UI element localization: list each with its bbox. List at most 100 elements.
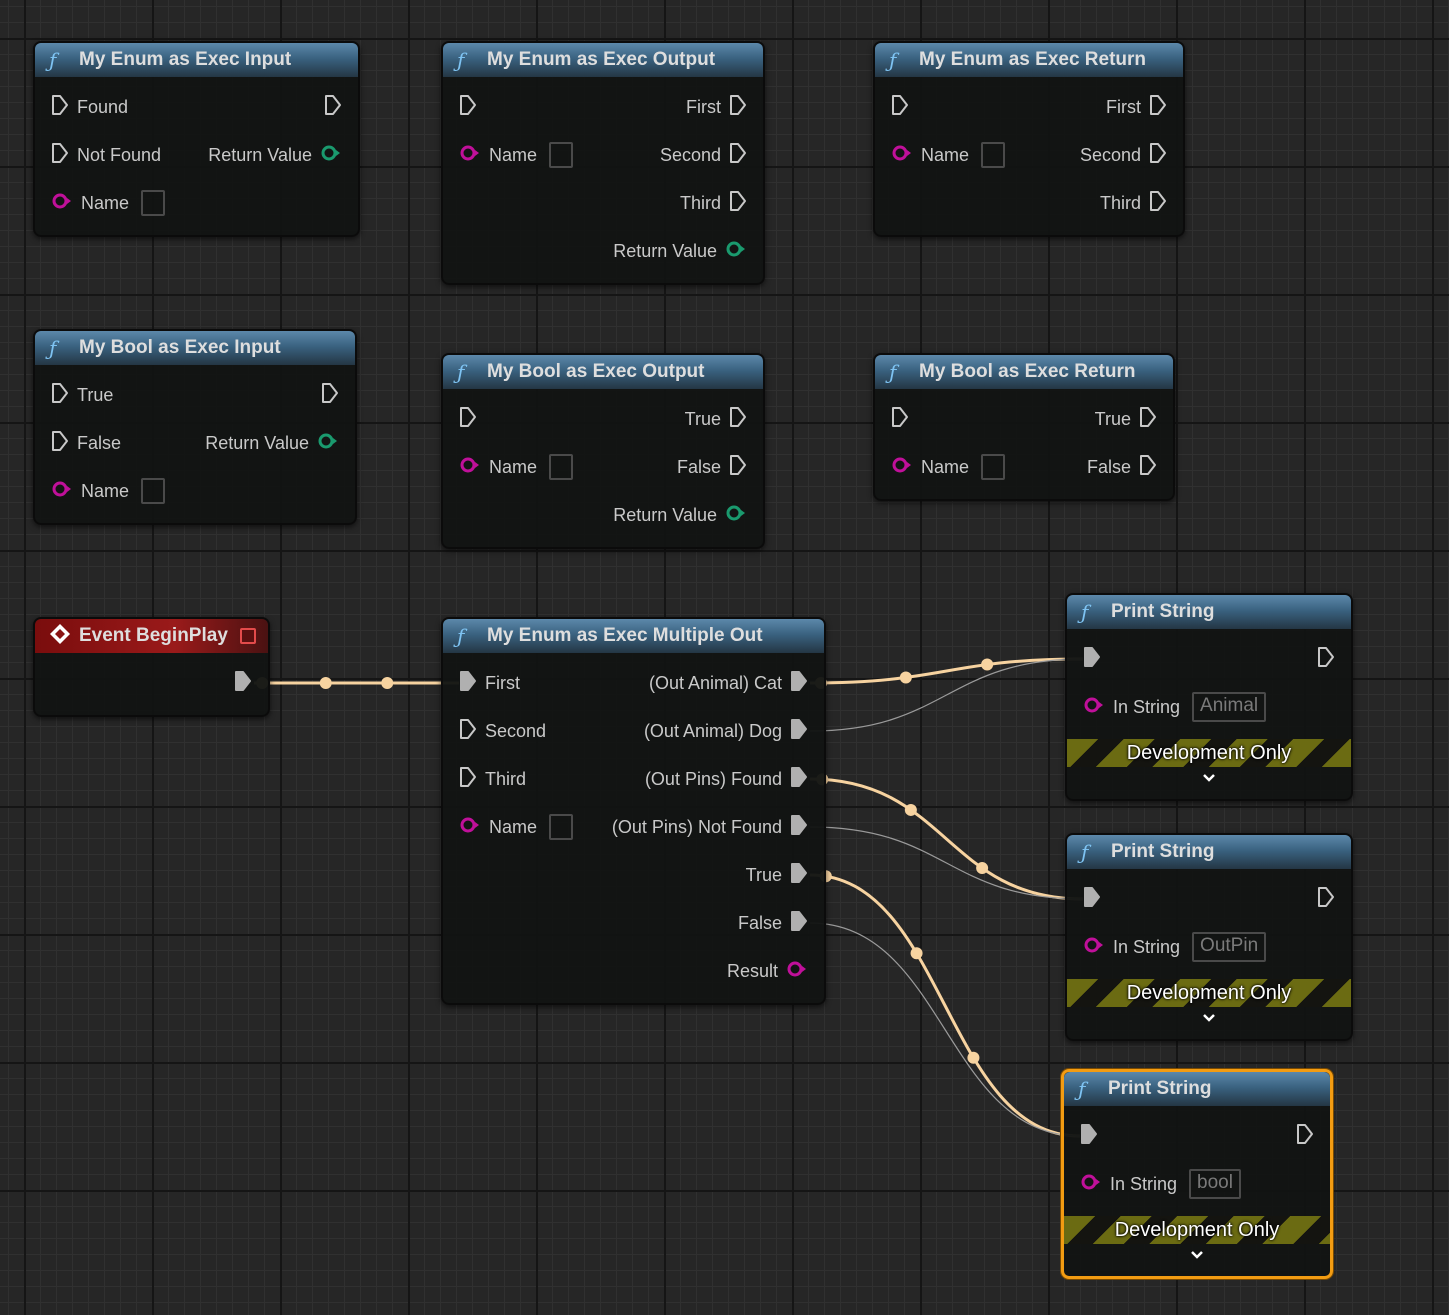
exec-pin-icon[interactable] [729, 94, 747, 121]
in-string-input[interactable]: OutPin [1192, 932, 1267, 962]
node-my-enum-as-exec-multiple-out[interactable]: ƒ My Enum as Exec Multiple Out First (Out A… [441, 617, 826, 1005]
bool-pin-icon[interactable] [725, 504, 747, 527]
exec-pin-icon[interactable] [459, 670, 477, 697]
exec-pin-icon[interactable] [459, 766, 477, 793]
node-header[interactable]: ƒ My Enum as Exec Output [443, 43, 763, 77]
exec-pin-icon[interactable] [1149, 94, 1167, 121]
exec-pin-icon[interactable] [729, 454, 747, 481]
pin-group: Not Found [51, 142, 161, 169]
exec-pin-icon[interactable] [891, 94, 909, 121]
exec-pin-icon[interactable] [1139, 406, 1157, 433]
string-pin-icon[interactable] [51, 192, 73, 215]
string-pin-icon[interactable] [891, 144, 913, 167]
exec-pin-icon[interactable] [790, 766, 808, 793]
node-my-enum-as-exec-return[interactable]: ƒ My Enum as Exec Return First Name Second Th… [873, 41, 1185, 237]
exec-pin-icon[interactable] [790, 670, 808, 697]
node-print-string[interactable]: ƒ Print String In String Animal Development … [1065, 593, 1353, 801]
name-input-box[interactable] [549, 454, 574, 480]
node-print-string[interactable]: ƒ Print String In String OutPin Development … [1065, 833, 1353, 1041]
name-input-box[interactable] [141, 190, 166, 216]
exec-pin-icon[interactable] [790, 910, 808, 937]
string-pin-icon[interactable] [51, 480, 73, 503]
exec-pin-icon[interactable] [459, 94, 477, 121]
exec-pin-icon[interactable] [1139, 454, 1157, 481]
exec-pin-icon[interactable] [1149, 190, 1167, 217]
node-header[interactable]: ƒ My Bool as Exec Input [35, 331, 355, 365]
string-pin-icon[interactable] [459, 456, 481, 479]
node-header[interactable]: ƒ My Bool as Exec Output [443, 355, 763, 389]
string-pin-icon[interactable] [786, 960, 808, 983]
exec-pin-icon[interactable] [1149, 142, 1167, 169]
exec-pin-icon[interactable] [790, 718, 808, 745]
exec-wire[interactable] [809, 658, 1084, 732]
exec-wire-active[interactable] [809, 657, 1084, 685]
exec-wire-active[interactable] [809, 777, 1084, 901]
exec-wire[interactable] [809, 922, 1081, 1137]
string-pin-icon[interactable] [459, 144, 481, 167]
exec-pin-icon[interactable] [51, 382, 69, 409]
bool-pin-icon[interactable] [317, 432, 339, 455]
node-my-enum-as-exec-input[interactable]: ƒ My Enum as Exec Input Found Not Found Retu… [33, 41, 360, 237]
exec-pin-icon[interactable] [729, 142, 747, 169]
pin-group: Return Value [613, 504, 747, 527]
node-my-bool-as-exec-input[interactable]: ƒ My Bool as Exec Input True False Return Va… [33, 329, 357, 525]
node-header[interactable]: ƒ My Enum as Exec Return [875, 43, 1183, 77]
node-my-enum-as-exec-output[interactable]: ƒ My Enum as Exec Output First Name Second Th… [441, 41, 765, 285]
node-print-string[interactable]: ƒ Print String In String bool Development On… [1061, 1069, 1333, 1279]
exec-wire-active[interactable] [809, 873, 1081, 1138]
name-input-box[interactable] [549, 814, 574, 840]
exec-pin-icon[interactable] [234, 670, 252, 697]
exec-pin-icon[interactable] [459, 406, 477, 433]
string-pin-icon[interactable] [1083, 696, 1105, 719]
node-header[interactable]: Event BeginPlay [35, 619, 268, 653]
exec-pin-icon[interactable] [790, 862, 808, 889]
exec-pin-icon[interactable] [1083, 646, 1101, 673]
string-pin-icon[interactable] [1080, 1173, 1102, 1196]
string-pin-icon[interactable] [459, 816, 481, 839]
exec-pin-icon[interactable] [51, 94, 69, 121]
exec-pin-icon[interactable] [1296, 1123, 1314, 1150]
node-event-beginplay[interactable]: Event BeginPlay [33, 617, 270, 717]
node-my-bool-as-exec-return[interactable]: ƒ My Bool as Exec Return True Name False [873, 353, 1175, 501]
node-header[interactable]: ƒ Print String [1064, 1072, 1330, 1106]
exec-pin-icon[interactable] [51, 142, 69, 169]
pin-label-second: Second [485, 720, 547, 741]
exec-pin-icon[interactable] [891, 406, 909, 433]
exec-pin-icon[interactable] [1080, 1123, 1098, 1150]
bool-pin-icon[interactable] [320, 144, 342, 167]
function-icon: ƒ [1081, 600, 1089, 624]
node-header[interactable]: ƒ Print String [1067, 595, 1351, 629]
exec-pin-icon[interactable] [1083, 886, 1101, 913]
pin-group: First [686, 94, 747, 121]
exec-pin-icon[interactable] [1317, 886, 1335, 913]
expand-chevron-icon[interactable] [1064, 1244, 1330, 1268]
in-string-input[interactable]: bool [1189, 1169, 1241, 1199]
node-header[interactable]: ƒ My Enum as Exec Multiple Out [443, 619, 824, 653]
exec-pin-icon[interactable] [459, 718, 477, 745]
exec-pin-icon[interactable] [321, 382, 339, 409]
string-pin-icon[interactable] [1083, 936, 1105, 959]
name-input-box[interactable] [141, 478, 166, 504]
in-string-input[interactable]: Animal [1192, 692, 1267, 722]
string-pin-icon[interactable] [891, 456, 913, 479]
node-header[interactable]: ƒ My Bool as Exec Return [875, 355, 1173, 389]
pin-label-true: True [77, 384, 114, 405]
exec-pin-icon[interactable] [1317, 646, 1335, 673]
exec-pin-icon[interactable] [729, 406, 747, 433]
name-input-box[interactable] [981, 142, 1006, 168]
exec-pin-icon[interactable] [790, 814, 808, 841]
exec-pin-icon[interactable] [729, 190, 747, 217]
bool-pin-icon[interactable] [725, 240, 747, 263]
name-input-box[interactable] [981, 454, 1006, 480]
function-icon: ƒ [1081, 840, 1089, 864]
exec-pin-icon[interactable] [51, 430, 69, 457]
pin-group: Name [51, 478, 166, 504]
expand-chevron-icon[interactable] [1067, 767, 1351, 791]
node-my-bool-as-exec-output[interactable]: ƒ My Bool as Exec Output True Name False Retu… [441, 353, 765, 549]
node-header[interactable]: ƒ My Enum as Exec Input [35, 43, 358, 77]
exec-pin-icon[interactable] [324, 94, 342, 121]
name-input-box[interactable] [549, 142, 574, 168]
exec-wire[interactable] [809, 826, 1084, 900]
node-header[interactable]: ƒ Print String [1067, 835, 1351, 869]
expand-chevron-icon[interactable] [1067, 1007, 1351, 1031]
